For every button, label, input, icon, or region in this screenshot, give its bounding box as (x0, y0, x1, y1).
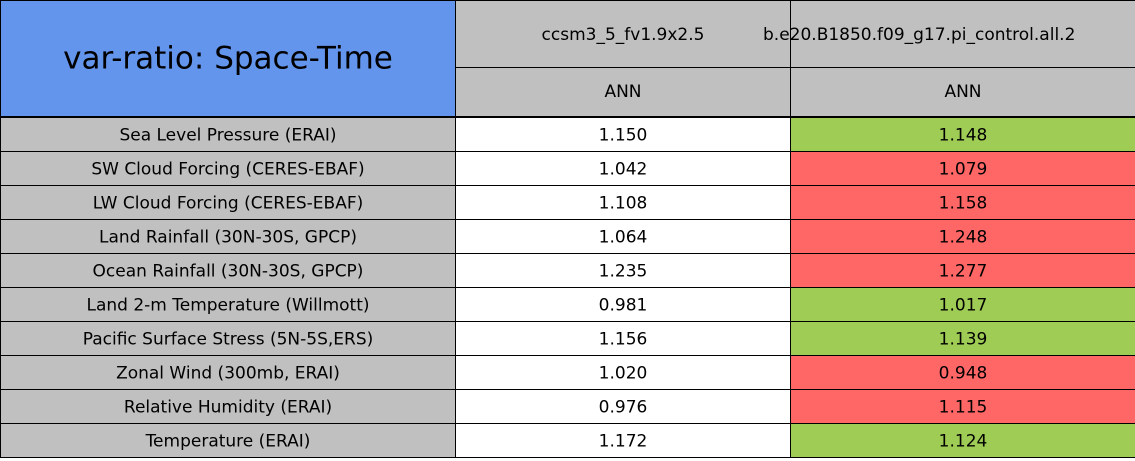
value-cell (455, 185, 791, 220)
period-cell (455, 67, 791, 117)
value-cell (455, 151, 791, 186)
row-label: Land 2-m Temperature (Willmott) (86, 296, 369, 316)
row-label-cell (0, 253, 456, 288)
period-header: ANN (604, 82, 641, 102)
value-cell (455, 423, 791, 458)
cell-value: 1.158 (939, 194, 988, 214)
title-cell (0, 0, 456, 117)
period-cell (790, 67, 1135, 117)
value-cell (790, 151, 1135, 186)
row-label-cell (0, 389, 456, 424)
column-header: b.e20.B1850.f09_g17.pi_control.all.2 (763, 25, 1075, 45)
cell-value: 0.976 (599, 398, 648, 418)
cell-value: 1.150 (599, 126, 648, 146)
cell-value: 1.235 (599, 262, 648, 282)
cell-value: 1.017 (939, 296, 988, 316)
cell-value: 1.172 (599, 432, 648, 452)
row-label: Land Rainfall (30N-30S, GPCP) (99, 228, 357, 248)
header-cell (455, 0, 791, 68)
row-label-cell (0, 219, 456, 254)
cell-value: 1.139 (939, 330, 988, 350)
value-cell (455, 219, 791, 254)
row-label: LW Cloud Forcing (CERES-EBAF) (93, 194, 363, 214)
value-cell (790, 423, 1135, 458)
cell-value: 1.148 (939, 126, 988, 146)
row-label-cell (0, 355, 456, 390)
value-cell (455, 287, 791, 322)
value-cell (455, 321, 791, 356)
value-cell (790, 287, 1135, 322)
cell-value: 1.156 (599, 330, 648, 350)
cell-value: 0.981 (599, 296, 648, 316)
cell-value: 1.020 (599, 364, 648, 384)
cell-value: 1.115 (939, 398, 988, 418)
cell-value: 1.064 (599, 228, 648, 248)
table-title: var-ratio: Space-Time (63, 41, 393, 77)
period-header: ANN (944, 82, 981, 102)
cell-value: 1.042 (599, 160, 648, 180)
cell-value: 1.108 (599, 194, 648, 214)
row-label-cell (0, 287, 456, 322)
value-cell (455, 389, 791, 424)
value-cell (790, 355, 1135, 390)
cell-value: 1.124 (939, 432, 988, 452)
row-label: Pacific Surface Stress (5N-5S,ERS) (83, 330, 374, 350)
row-label: Relative Humidity (ERAI) (124, 398, 332, 418)
cell-value: 1.248 (939, 228, 988, 248)
cell-value: 0.948 (939, 364, 988, 384)
value-cell (455, 355, 791, 390)
row-label: Zonal Wind (300mb, ERAI) (116, 364, 340, 384)
column-header: ccsm3_5_fv1.9x2.5 (542, 25, 705, 45)
cell-value: 1.277 (939, 262, 988, 282)
value-cell (455, 253, 791, 288)
row-label: Sea Level Pressure (ERAI) (119, 126, 336, 146)
value-cell (790, 219, 1135, 254)
value-cell (790, 389, 1135, 424)
row-label: Temperature (ERAI) (145, 432, 311, 452)
row-label: Ocean Rainfall (30N-30S, GPCP) (93, 262, 364, 282)
value-cell (790, 185, 1135, 220)
row-label: SW Cloud Forcing (CERES-EBAF) (91, 160, 364, 180)
cell-value: 1.079 (939, 160, 988, 180)
